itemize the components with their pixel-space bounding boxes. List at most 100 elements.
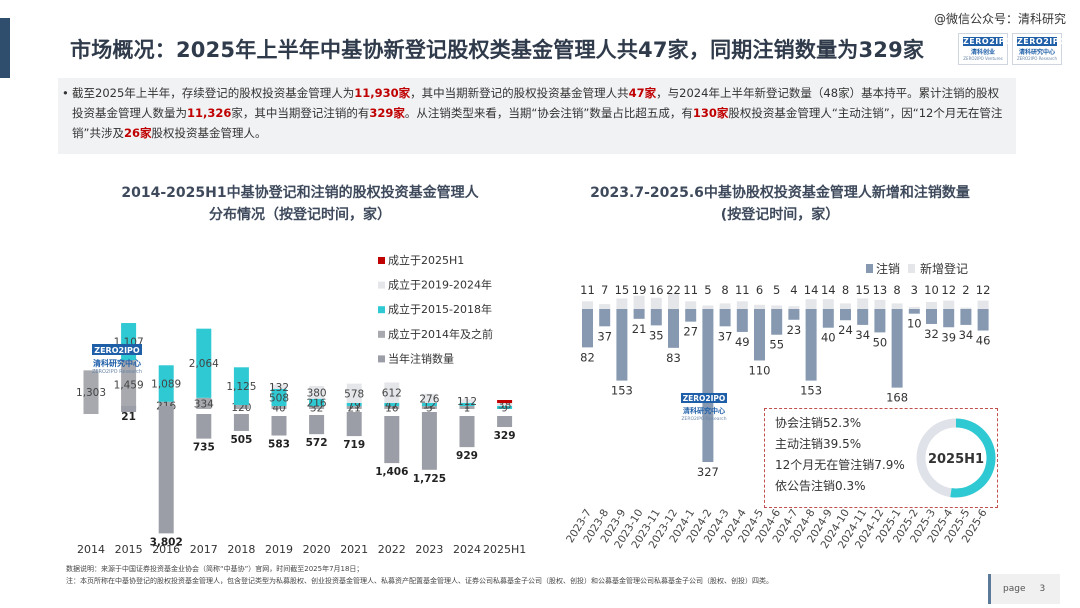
bar-segment-2015-2018 <box>346 403 362 406</box>
cancel-value-label: 34 <box>959 328 974 342</box>
pie-legend-item: 主动注销39.5% <box>775 437 862 451</box>
bar-new-registration <box>805 299 817 309</box>
summary-highlight: 11,326 <box>187 106 232 120</box>
new-value-label: 12 <box>976 283 991 297</box>
bar-cancel <box>459 416 475 448</box>
summary-text: 截至2025年上半年，存续登记的股权投资基金管理人为 <box>72 86 355 100</box>
bar-segment-pre2014 <box>83 370 99 414</box>
page-number: 3 <box>1039 584 1046 594</box>
bar-cancel <box>497 416 513 428</box>
legend-swatch <box>378 257 385 264</box>
new-value-label: 5 <box>773 283 780 297</box>
bar-segment-2025h1 <box>497 400 513 403</box>
x-tick-label: 2024 <box>453 543 481 556</box>
donut-slice-association <box>950 418 996 498</box>
summary-highlight: 26家 <box>123 126 152 140</box>
cancel-value-label: 153 <box>611 384 633 398</box>
bar-segment-pre2014 <box>346 406 362 409</box>
summary-highlight: 329家 <box>369 106 405 120</box>
watermark-logo <box>681 393 727 403</box>
x-tick-label: 2020 <box>303 543 331 556</box>
bar-segment-pre2014 <box>196 397 212 409</box>
bar-new-registration <box>599 304 611 309</box>
bar-cancellation <box>840 309 851 321</box>
bar-new-registration <box>582 301 593 309</box>
x-tick-label: 2014 <box>77 543 105 556</box>
bar-segment-2019-2024 <box>384 382 400 403</box>
bar-cancellation <box>582 309 593 348</box>
bar-cancellation <box>874 309 886 333</box>
summary-text: ，其中当期新登记的股权投资基金管理人共 <box>410 86 629 100</box>
bar-cancellation <box>599 309 611 327</box>
bar-new-registration <box>788 306 800 309</box>
x-tick-label: 2021 <box>340 543 368 556</box>
legend-label: 注销 <box>876 261 900 276</box>
new-value-label: 3 <box>911 283 918 297</box>
watermark-text: 清科研究中心 <box>93 358 141 368</box>
cancel-value-label: 40 <box>821 331 836 345</box>
new-value-label: 11 <box>735 283 750 297</box>
bar-segment-2015-2018 <box>309 398 325 406</box>
cancel-value-label: 327 <box>697 465 719 479</box>
bar-value-label: 2,064 <box>189 358 219 370</box>
bar-cancellation <box>891 309 903 388</box>
new-value-label: 15 <box>855 283 870 297</box>
bar-cancellation <box>719 309 731 327</box>
bar-segment-2019-2024 <box>271 384 287 389</box>
bar-cancellation <box>616 309 628 381</box>
cancel-value-label: 168 <box>886 391 908 405</box>
bar-cancellation <box>754 309 765 361</box>
pie-legend-item: 12个月无在管注销7.9% <box>775 458 905 472</box>
bar-new-registration <box>874 299 886 309</box>
cancel-value-label: 153 <box>800 384 822 398</box>
bar-segment-2015-2018 <box>384 403 400 406</box>
cancel-value-label: 3,802 <box>150 536 183 548</box>
bar-cancel <box>271 416 287 436</box>
bar-cancel <box>158 406 174 534</box>
bar-value-label: 334 <box>194 398 214 410</box>
watermark-text: 清科研究中心 <box>683 406 725 415</box>
cancel-value-label: 1,725 <box>413 473 446 485</box>
bar-segment-2019-2024 <box>309 386 325 399</box>
legend-label: 新增登记 <box>920 261 968 276</box>
x-tick-label: 2022 <box>378 543 406 556</box>
cancel-value-label: 82 <box>580 350 595 364</box>
bar-value-label: 216 <box>307 397 327 409</box>
bullet: • <box>62 86 69 100</box>
wechat-watermark: @微信公众号：清科研究 <box>933 12 1066 26</box>
bar-new-registration <box>891 303 903 309</box>
bar-value-label: 9 <box>501 403 508 415</box>
bar-new-registration <box>943 300 955 309</box>
bar-cancellation <box>633 309 645 319</box>
new-value-label: 8 <box>842 283 849 297</box>
new-value-label: 11 <box>683 283 698 297</box>
cancel-value-label: 583 <box>268 439 290 451</box>
watermark-logo <box>92 344 142 355</box>
bar-new-registration <box>977 300 989 309</box>
watermark-text: ZERO2IPO Research <box>681 416 726 422</box>
summary-highlight: 130家 <box>692 106 729 120</box>
bar-cancel <box>309 415 325 435</box>
cancel-value-label: 55 <box>769 338 784 352</box>
logo-zero2ipo-research: ZERO2IPO 清科研究中心 ZERO2IPO Research <box>1012 33 1066 65</box>
x-tick-label: 2019 <box>265 543 293 556</box>
bar-new-registration <box>668 293 679 309</box>
summary-text: 股权投资基金管理人“主动注销”，因“12个月无在管注销”共涉及 <box>72 106 1003 140</box>
cancel-value-label: 83 <box>666 351 681 365</box>
bar-cancellation <box>908 309 920 314</box>
cancel-value-label: 1,406 <box>375 466 408 478</box>
cancel-value-label: 10 <box>907 317 922 331</box>
pie-legend-item: 依公告注销0.3% <box>775 479 866 493</box>
bar-cancellation <box>685 309 697 322</box>
bar-segment-2015-2018 <box>158 365 174 402</box>
bar-cancellation <box>926 309 937 324</box>
bar-new-registration <box>771 305 783 309</box>
bar-segment-2015-2018 <box>233 367 249 405</box>
bar-new-registration <box>822 299 834 309</box>
new-value-label: 8 <box>721 283 728 297</box>
cancel-value-label: 24 <box>838 323 853 337</box>
cancel-value-label: 50 <box>873 335 888 349</box>
bar-segment-pre2014 <box>233 404 249 409</box>
bar-new-registration <box>960 307 972 309</box>
bar-segment-2015-2018 <box>421 403 437 406</box>
